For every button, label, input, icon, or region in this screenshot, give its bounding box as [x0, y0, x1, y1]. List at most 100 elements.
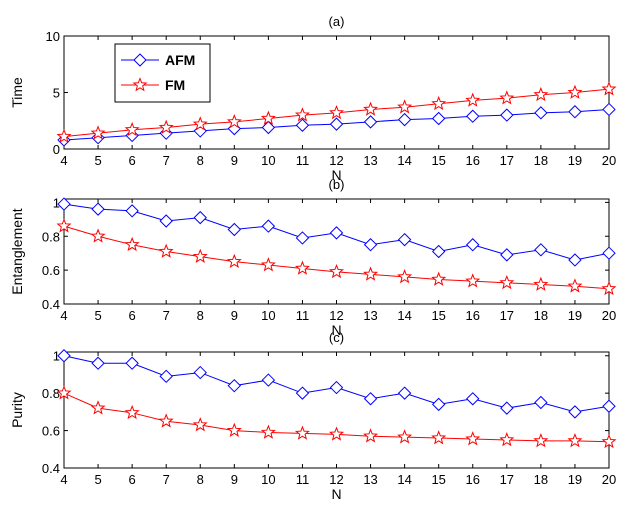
data-point-fm: [465, 273, 481, 288]
data-point-afm: [125, 204, 139, 218]
data-point-fm: [294, 107, 310, 122]
data-point-afm: [295, 386, 310, 400]
data-point-fm: [90, 125, 106, 140]
x-tick-label: 17: [500, 308, 514, 323]
y-tick-label: 0.8: [42, 229, 60, 244]
data-point-afm: [568, 253, 582, 267]
data-point-fm: [294, 425, 310, 440]
data-point-afm: [329, 117, 344, 131]
data-point-afm: [295, 118, 310, 132]
x-tick-label: 14: [397, 472, 411, 487]
data-point-afm: [500, 108, 514, 122]
data-point-fm: [601, 280, 617, 296]
data-point-fm: [260, 424, 276, 439]
chart-title: (c): [329, 330, 344, 345]
data-point-fm: [397, 269, 413, 284]
x-tick-label: 5: [94, 153, 101, 168]
data-point-fm: [260, 110, 276, 125]
data-point-afm: [466, 109, 480, 123]
x-tick-label: 8: [197, 153, 204, 168]
x-tick-label: 6: [129, 308, 136, 323]
data-point-fm: [226, 253, 242, 269]
x-tick-label: 4: [60, 472, 67, 487]
data-point-fm: [363, 101, 379, 116]
data-point-afm: [568, 405, 582, 419]
y-tick-label: 0.8: [42, 386, 60, 401]
legend-label: FM: [165, 77, 185, 93]
x-tick-label: 4: [60, 153, 67, 168]
y-tick-label: 10: [46, 29, 60, 44]
data-point-afm: [329, 226, 344, 240]
data-point-afm: [602, 102, 616, 117]
data-point-fm: [499, 274, 515, 290]
data-point-fm: [192, 248, 208, 263]
data-point-fm: [124, 121, 140, 137]
data-point-fm: [567, 432, 583, 448]
data-point-fm: [601, 81, 617, 96]
data-point-fm: [158, 243, 174, 258]
legend-box: [114, 43, 211, 103]
x-tick-label: 16: [466, 472, 480, 487]
data-point-fm: [397, 99, 413, 114]
legend-label: AFM: [165, 52, 195, 68]
data-point-afm: [397, 232, 412, 247]
y-tick-label: 0.4: [42, 297, 60, 312]
x-tick-label: 18: [534, 153, 548, 168]
data-point-afm: [534, 243, 548, 257]
x-tick-label: 15: [431, 153, 445, 168]
data-point-afm: [295, 231, 310, 245]
x-tick-label: 17: [500, 472, 514, 487]
data-point-fm: [533, 276, 549, 291]
data-point-fm: [56, 385, 72, 400]
x-tick-label: 13: [363, 472, 377, 487]
y-axis-label: Entanglement: [9, 208, 25, 295]
chart-title: (a): [329, 14, 345, 29]
x-tick-label: 20: [602, 153, 616, 168]
data-point-fm: [124, 236, 140, 252]
data-point-afm: [329, 380, 344, 395]
data-point-afm: [363, 115, 378, 129]
y-axis-label: Time: [9, 77, 25, 108]
x-tick-label: 15: [431, 308, 445, 323]
data-point-afm: [534, 106, 548, 120]
data-point-fm: [363, 428, 379, 443]
chart-title: (b): [329, 177, 345, 192]
data-point-afm: [57, 197, 71, 211]
x-tick-label: 10: [261, 472, 275, 487]
data-point-afm: [125, 356, 139, 370]
x-tick-label: 19: [568, 153, 582, 168]
data-point-afm: [534, 395, 548, 410]
x-tick-label: 19: [568, 472, 582, 487]
y-tick-label: 0.6: [42, 263, 60, 278]
data-point-afm: [91, 202, 105, 216]
data-point-afm: [261, 219, 276, 233]
y-tick-label: 5: [53, 86, 60, 101]
x-tick-label: 9: [231, 472, 238, 487]
x-tick-label: 11: [296, 153, 310, 168]
data-point-fm: [294, 260, 310, 275]
data-point-afm: [568, 105, 582, 119]
data-point-fm: [465, 431, 481, 446]
data-point-fm: [226, 422, 242, 437]
data-point-afm: [159, 214, 173, 228]
data-point-fm: [533, 432, 549, 448]
y-axis-label: Purity: [9, 392, 25, 428]
data-point-fm: [226, 114, 242, 129]
data-point-afm: [91, 356, 105, 370]
x-tick-label: 6: [129, 472, 136, 487]
x-tick-label: 14: [397, 308, 411, 323]
data-point-fm: [56, 128, 72, 143]
data-point-fm: [601, 433, 617, 449]
data-point-afm: [193, 210, 207, 225]
data-point-fm: [567, 278, 583, 293]
x-tick-label: 12: [329, 308, 343, 323]
x-axis-label: N: [331, 167, 341, 183]
data-point-afm: [261, 373, 276, 387]
x-tick-label: 14: [397, 153, 411, 168]
x-tick-label: 12: [329, 153, 343, 168]
x-tick-label: 20: [602, 472, 616, 487]
data-point-fm: [431, 430, 447, 445]
data-point-fm: [567, 84, 583, 99]
x-tick-label: 15: [431, 472, 445, 487]
data-point-fm: [431, 95, 447, 111]
